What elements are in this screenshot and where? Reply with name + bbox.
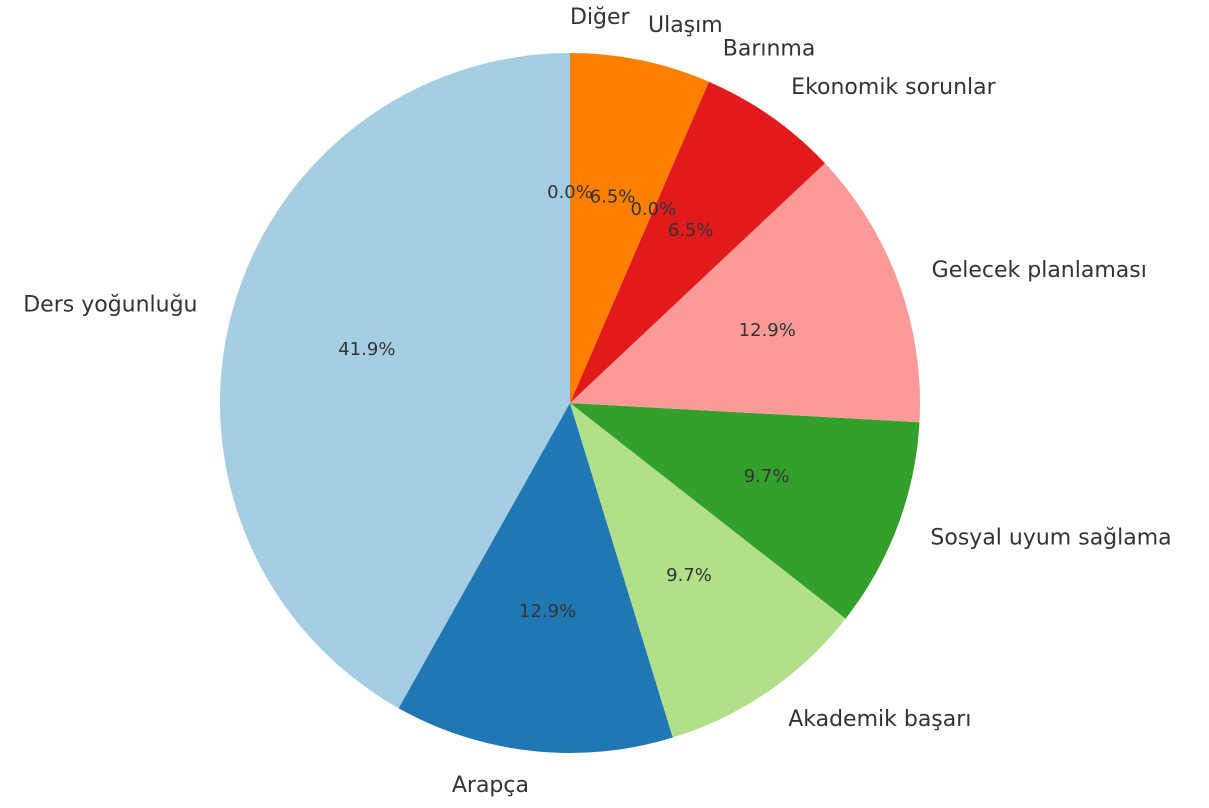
value-label: 41.9% [338,339,395,360]
pie-slice [398,403,673,753]
value-label: 9.7% [666,565,712,586]
slice-label: Ekonomik sorunlar [791,75,996,100]
pie-slice [570,403,920,619]
value-label: 12.9% [519,601,576,622]
value-label: 6.5% [668,220,714,241]
pie-slice [570,81,825,404]
slice-label: Ulaşım [648,13,723,38]
pie-slice [570,53,709,403]
slice-label: Gelecek planlaması [932,258,1147,283]
slice-label: Ders yoğunluğu [23,293,197,318]
value-label: 0.0% [547,182,593,203]
value-label: 6.5% [590,186,636,207]
value-label: 9.7% [744,466,790,487]
slice-label: Sosyal uyum sağlama [930,525,1171,550]
slice-label: Akademik başarı [788,707,971,732]
slice-label: Diğer [570,5,631,30]
slice-label: Barınma [723,37,816,62]
pie-slice [570,163,920,423]
pie-slice [570,403,846,738]
value-label: 0.0% [630,199,676,220]
slice-label: Arapça [452,773,529,798]
value-label: 12.9% [739,320,796,341]
pie-slice [220,53,570,709]
